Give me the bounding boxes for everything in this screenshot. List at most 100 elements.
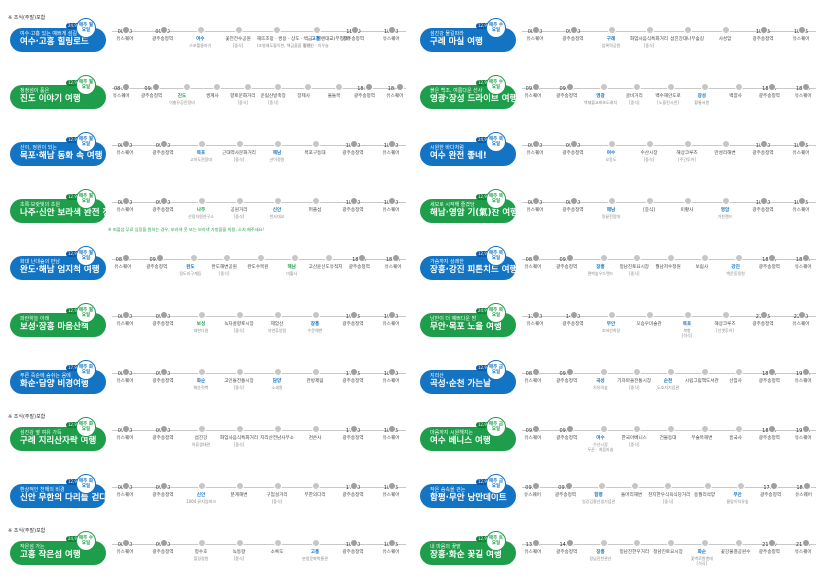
stop-dot-icon [160,425,168,433]
stop: 08:50유스퀘어 [516,250,550,290]
stop-list: 08:20유스퀘어09:50광주송정역나주산림자원연구소공원거리[중식]신안천사… [106,193,410,233]
stop-note: 대한다원 [193,327,209,333]
stop-dot-icon [760,197,768,205]
stop: 18:40 유스퀘어 [380,79,410,119]
stop: 22:00유스퀘어 [782,307,820,347]
stop: 완도수목원 [241,250,275,290]
stop-name: 흥국사 [729,436,742,441]
stop: 14:00광주송정역 [550,535,584,575]
stop-name: 해상크루즈 [714,322,736,327]
stop-name: 광주송정역 [554,493,577,498]
stop-dot-icon [350,425,359,433]
stop: 18:30유스퀘어 [786,79,820,119]
stop: 19:00유스퀘어 [786,364,820,404]
stop-name: 유스퀘어 [794,265,812,270]
stop-dot-icon [198,368,206,376]
stop-dot-icon [312,482,320,490]
stop-dot-icon [312,197,320,205]
stop-dot-icon [684,26,693,34]
stop-name: 구엄설거리 [266,493,288,498]
stop-dot-icon [564,482,573,490]
stop-dot-icon [803,482,812,490]
stop-name: 공원거리 [230,208,248,213]
stop-dot-icon [236,140,244,148]
stop-dot-icon [122,254,130,262]
stop-dot-icon [274,197,282,205]
route-subtitle: 여수·고흥 있는 예쁘게 섬길 [20,31,77,37]
stop: 18:20광주송정역 [744,193,782,233]
tour-route[interactable]: 낭만이 더 예쁘다운 밤무안·목포 노을 여행24,900원매주 목요일13:4… [418,295,820,352]
stop-name: 유스퀘어 [382,208,400,213]
stop-dot-icon [565,254,574,262]
stop: 무안 물맞이치유숲 [721,478,754,518]
stop-name: 광주송정역 [556,265,578,270]
stop: 09:00광주송정역 [554,22,592,62]
schedule-day-badge: 매주 월요일 [76,246,96,266]
stop-dot-icon [350,368,358,376]
route-subtitle: 내 마음의 꽃밭 [430,544,461,550]
stop: 09:40광주송정역 [554,136,592,176]
stop-name: 유스퀘어 [114,265,132,270]
route-title: 영광·장성 드라이브 여행 [430,94,518,104]
stop-time: 08:20 [113,86,129,92]
stop-dot-icon [197,26,206,34]
stop-name: 해뜨조망 · 쌍용 · 상도 · 벽금 · 헬렌대교(무청택) [256,37,350,42]
stop-dot-icon [532,140,540,148]
stop-dot-icon [760,26,769,34]
stop-name: 해상크루즈 [676,151,698,156]
stop-name: 근대역사문화거리 [222,151,256,156]
stop-dot-icon [768,254,777,262]
stop-name: 고산윤선도유적지 [308,265,343,270]
stop-name: 유스퀘어 [382,493,400,498]
stop: 09:20광주송정역 [550,250,584,290]
stop: 담양 소쇄원 [258,364,296,404]
stop-dot-icon [274,368,282,376]
stop-dot-icon [198,539,206,547]
route-title: 여수·고흥 힐링로드 [20,37,89,47]
stop-name: 광주송정역 [758,436,780,441]
stop: 흥국사 [719,421,753,461]
stop: 신안 천사대교 [258,193,296,233]
stop-dot-icon [388,482,396,490]
stop-note: 치유의숲 [593,384,608,390]
stop: 제암산 자연휴양림 [258,307,296,347]
stop-note: 이충유공린정비 [169,99,195,105]
stop-dot-icon [159,26,168,34]
stop-note-extra: [석식] [696,560,708,566]
stop-note: 1004 뮤지엄파크 [186,498,216,504]
stop-name: 여수 [196,37,205,42]
stop-name: 순천 [663,379,673,384]
stop-dot-icon [608,140,616,148]
stop-name: 유스퀘어 [794,94,812,99]
stop-dot-icon [646,26,654,34]
stop-name: 영암 [720,208,730,213]
stop-note: 꽃벽로원앤레 [690,555,713,561]
stop: 09:30광주송정역 [144,421,182,461]
route-subtitle: 초록·보랏빛의 초원 [20,202,60,208]
stop: 해뜨조망 · 쌍용 · 상도 · 벽금 · 헬렌대교(무청택) (조발래도불이천,… [256,22,350,62]
stop: 강진 백운동정원 [719,250,753,290]
stop: 해남 땅끝전망대 [592,193,630,233]
stop-name: 무술목해변 [691,436,713,441]
route-subtitle: 가슴까지 상쾌한 [430,259,464,265]
stop: 여수 수산시장 두꾼 · 게음라숍 [584,421,618,461]
